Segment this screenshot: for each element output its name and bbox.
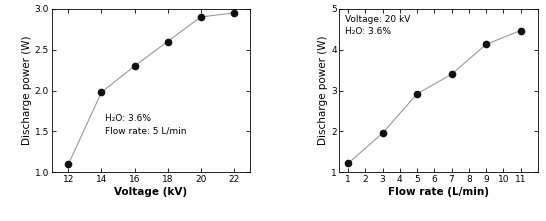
Y-axis label: Discharge power (W): Discharge power (W) [22, 36, 32, 145]
Text: Voltage: 20 kV
H₂O: 3.6%: Voltage: 20 kV H₂O: 3.6% [345, 15, 410, 36]
X-axis label: Voltage (kV): Voltage (kV) [115, 187, 188, 197]
X-axis label: Flow rate (L/min): Flow rate (L/min) [388, 187, 489, 197]
Y-axis label: Discharge power (W): Discharge power (W) [318, 36, 328, 145]
Text: H₂O: 3.6%
Flow rate: 5 L/min: H₂O: 3.6% Flow rate: 5 L/min [105, 114, 186, 135]
